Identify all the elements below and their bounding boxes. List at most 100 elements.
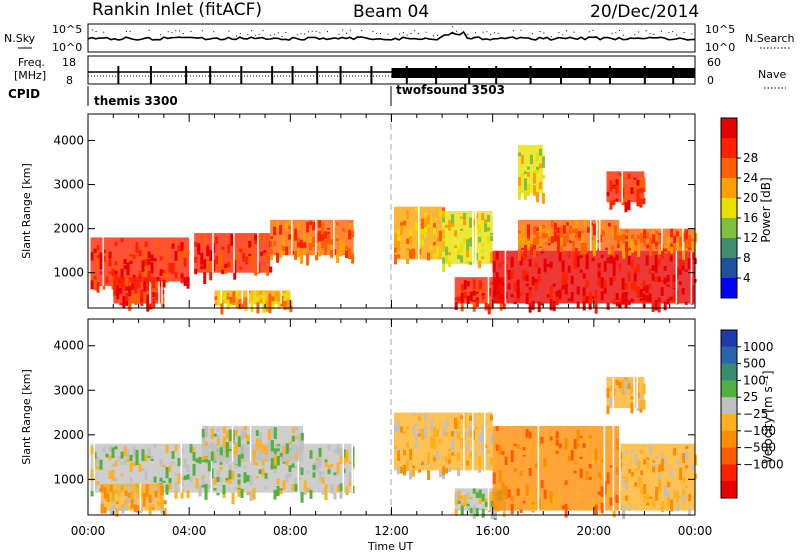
velocity-region-0-cell <box>294 465 298 469</box>
velocity-region-0-cell <box>186 474 190 480</box>
velocity-region-0-cell <box>207 484 211 489</box>
power-region-9-cell <box>537 275 541 281</box>
velocity-region-0-cell <box>159 477 163 482</box>
power-region-9-cell <box>495 272 499 282</box>
velocity-region-2-cell <box>115 507 119 517</box>
power-region-5-cell <box>289 300 293 306</box>
power-region-1-gap <box>161 277 163 304</box>
power-region-4-cell <box>294 251 298 260</box>
power-region-9-cell <box>600 276 604 282</box>
velocity-region-3-gap <box>484 412 486 471</box>
velocity-region-5-cell <box>543 489 547 500</box>
power-colorbar-tick-label-2: 12 <box>743 231 758 245</box>
power-region-3-cell <box>203 259 207 270</box>
power-region-10-cell <box>607 250 611 255</box>
power-region-1-cell <box>152 297 156 308</box>
power-region-9-cell <box>531 300 535 310</box>
velocity-colorbar-cell-3 <box>721 380 737 398</box>
power-region-12-cell <box>523 178 527 191</box>
velocity-ytick-label-3: 4000 <box>53 339 84 353</box>
power-region-4-cell <box>336 253 340 264</box>
power-region-3-cell <box>224 236 228 240</box>
velocity-ytick-label-2: 3000 <box>53 383 84 397</box>
velocity-region-7-cell <box>642 383 646 395</box>
velocity-region-3-cell <box>424 412 428 421</box>
power-region-12-cell <box>535 192 539 203</box>
power-region-5-cell <box>220 303 224 315</box>
power-region-4 <box>270 219 355 266</box>
station-title: Rankin Inlet (fitACF) <box>92 0 262 20</box>
power-region-6-cell <box>394 239 398 249</box>
power-region-9-cell <box>549 286 553 299</box>
power-region-9-cell <box>657 297 661 303</box>
velocity-region-0-cell <box>105 453 109 458</box>
power-region-5-cell <box>286 299 290 310</box>
power-region-3-cell <box>230 234 234 246</box>
power-region-11-cell <box>649 246 653 257</box>
power-region-7-cell <box>481 249 485 253</box>
power-region-2-cell <box>183 255 187 267</box>
velocity-region-3-cell <box>421 461 425 466</box>
power-region-7-cell <box>463 237 467 244</box>
velocity-region-1-cell <box>228 429 232 441</box>
velocity-region-0-cell <box>309 489 313 499</box>
power-region-10-cell <box>553 227 557 236</box>
velocity-region-4-cell <box>460 498 464 503</box>
velocity-region-6-cell <box>631 471 635 477</box>
power-region-2-cell <box>162 248 166 256</box>
velocity-region-3-cell <box>412 465 416 477</box>
velocity-region-3-cell <box>415 435 419 441</box>
power-region-9-cell <box>549 261 553 269</box>
velocity-region-6-cell <box>652 498 656 508</box>
velocity-region-5-cell <box>564 437 568 450</box>
velocity-region-5-cell <box>609 449 613 455</box>
power-region-7-cell <box>484 219 488 227</box>
power-region-13-cell <box>606 173 610 178</box>
velocity-region-5-gap <box>603 425 606 511</box>
power-region-8-cell <box>469 288 473 292</box>
power-region-10-cell <box>604 229 608 233</box>
velocity-region-0-cell <box>102 446 106 453</box>
velocity-region-6-cell <box>658 479 662 485</box>
velocity-colorbar-tick-label-0: 1000 <box>743 340 774 354</box>
noise-sky-label: N.Sky <box>4 32 36 45</box>
power-region-13-cell <box>627 173 631 180</box>
velocity-region-5-cell <box>606 486 610 497</box>
power-region-7-cell <box>481 213 485 221</box>
power-colorbar-tick-label-0: 4 <box>743 271 751 285</box>
power-region-13-cell <box>618 181 622 190</box>
power-region-4-cell <box>297 240 301 252</box>
power-region-3-cell <box>221 249 225 261</box>
velocity-region-5-cell <box>534 446 538 449</box>
power-region-10-cell <box>616 244 620 249</box>
velocity-region-0-cell <box>135 453 139 466</box>
power-region-9-cell <box>678 259 682 270</box>
power-region-6-cell <box>424 218 428 229</box>
power-region-7-cell <box>487 215 491 222</box>
velocity-region-2-cell <box>160 499 164 509</box>
velocity-colorbar-tick-label-4: −25 <box>743 407 768 421</box>
velocity-region-2 <box>100 483 167 517</box>
power-region-3-cell <box>194 242 198 247</box>
velocity-ytick-label-1: 2000 <box>53 428 84 442</box>
velocity-region-6-cell <box>634 468 638 472</box>
power-region-3-cell <box>248 236 252 241</box>
power-region-9-cell <box>630 282 634 290</box>
velocity-region-0-cell <box>327 464 331 474</box>
power-region-4-cell <box>330 250 334 257</box>
velocity-region-6-cell <box>640 449 644 454</box>
power-region-11-cell <box>634 239 638 245</box>
power-region-4-cell <box>300 239 304 249</box>
velocity-region-7-cell <box>621 379 625 389</box>
power-region-12-cell <box>532 173 536 184</box>
velocity-region-0-cell <box>90 446 94 455</box>
power-region-9-cell <box>540 302 544 306</box>
velocity-region-0-cell <box>255 462 259 466</box>
power-colorbar-tick-label-5: 24 <box>743 171 758 185</box>
power-region-11-cell <box>694 234 698 241</box>
power-region-0-cell <box>96 255 100 260</box>
power-region-1-cell <box>146 294 150 302</box>
power-region-6-cell <box>433 253 437 260</box>
power-region-11-cell <box>637 246 641 251</box>
power-region-1-cell <box>146 298 150 308</box>
